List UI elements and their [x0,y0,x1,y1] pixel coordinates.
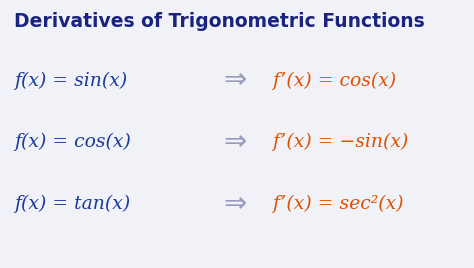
Text: f’(x) = sec²(x): f’(x) = sec²(x) [273,195,404,213]
Text: ⇒: ⇒ [223,128,246,156]
Text: ⇒: ⇒ [223,66,246,94]
Text: f(x) = sin(x): f(x) = sin(x) [14,71,128,90]
Text: f’(x) = −sin(x): f’(x) = −sin(x) [273,133,409,151]
Text: ⇒: ⇒ [223,190,246,218]
Text: Derivatives of Trigonometric Functions: Derivatives of Trigonometric Functions [14,12,425,31]
Text: f(x) = cos(x): f(x) = cos(x) [14,133,131,151]
Text: f’(x) = cos(x): f’(x) = cos(x) [273,71,397,90]
Text: f(x) = tan(x): f(x) = tan(x) [14,195,130,213]
